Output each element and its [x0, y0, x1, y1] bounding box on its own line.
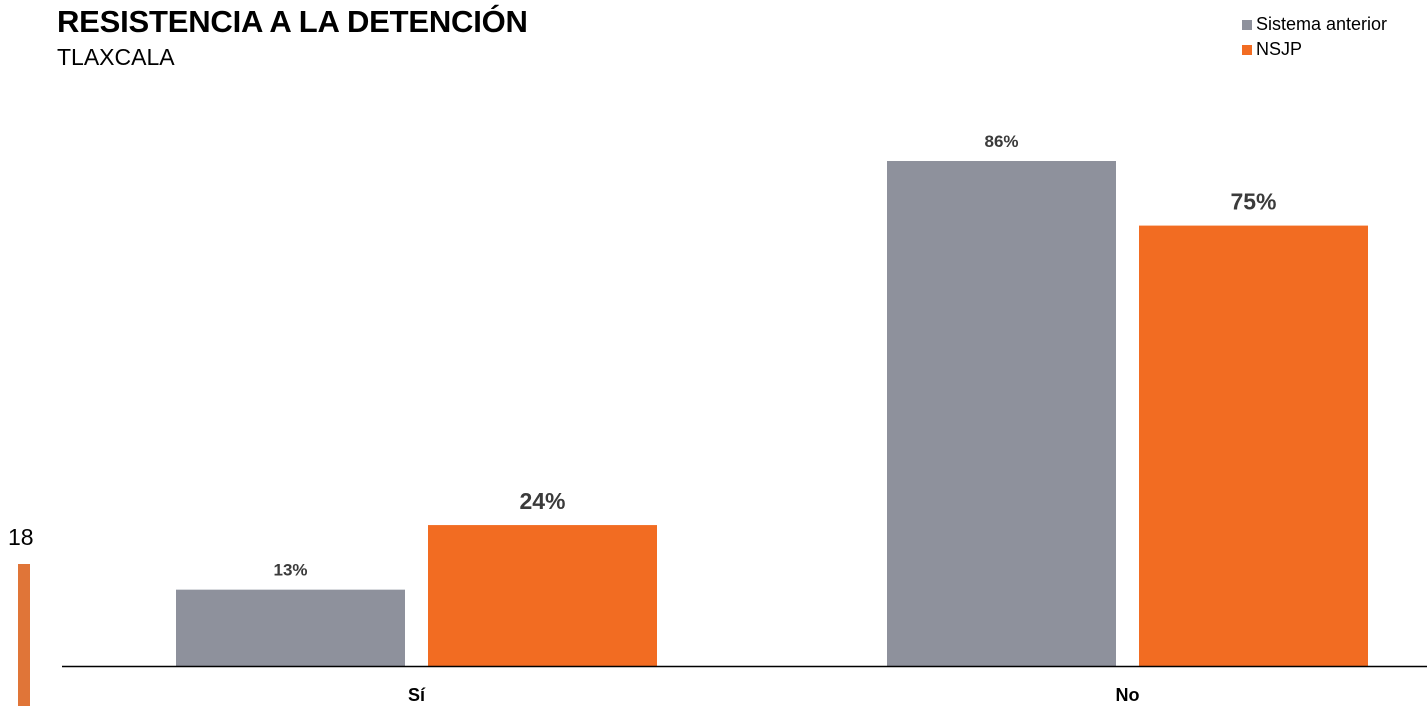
page-accent-bar: [18, 564, 30, 706]
chart-subtitle: TLAXCALA: [57, 44, 175, 70]
data-label-no-sistema-anterior: 86%: [984, 132, 1018, 151]
bar-si-sistema-anterior: [176, 589, 405, 666]
legend-label-sistema-anterior: Sistema anterior: [1256, 14, 1388, 34]
legend-label-nsjp: NSJP: [1256, 39, 1303, 59]
data-label-no-nsjp: 75%: [1230, 189, 1276, 215]
page-number: 18: [8, 524, 34, 550]
legend-item-nsjp: NSJP: [1242, 37, 1387, 62]
data-label-si-sistema-anterior: 13%: [273, 561, 307, 580]
x-tick-label-no: No: [1116, 685, 1140, 705]
bar-si-nsjp: [428, 525, 657, 666]
bar-no-nsjp: [1139, 225, 1368, 666]
data-label-si-nsjp: 24%: [519, 488, 565, 514]
chart-title: RESISTENCIA A LA DETENCIÓN: [57, 4, 528, 39]
x-tick-label-si: Sí: [408, 685, 426, 705]
legend-item-sistema-anterior: Sistema anterior: [1242, 12, 1387, 37]
legend: Sistema anterior NSJP: [1242, 12, 1387, 62]
legend-swatch-nsjp: [1242, 44, 1252, 55]
legend-swatch-sistema-anterior: [1242, 19, 1252, 30]
bar-no-sistema-anterior: [887, 161, 1116, 666]
